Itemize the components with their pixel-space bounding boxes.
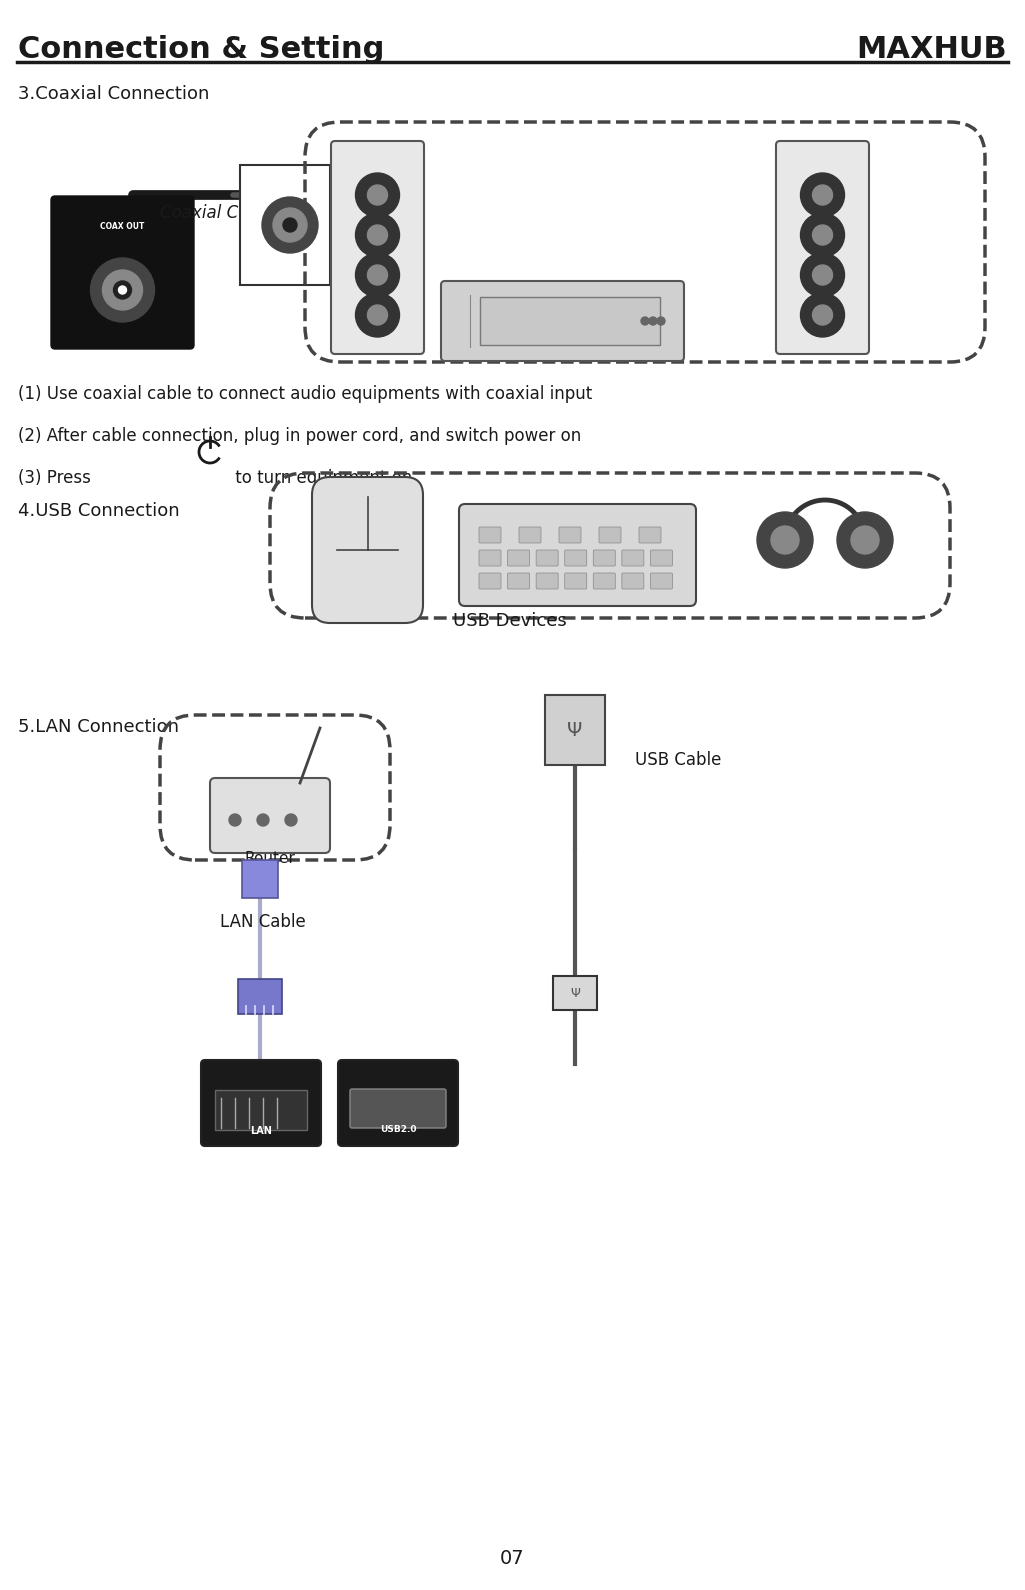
FancyBboxPatch shape [519, 526, 541, 544]
Circle shape [368, 226, 387, 245]
Circle shape [368, 305, 387, 324]
Circle shape [273, 208, 308, 242]
FancyBboxPatch shape [565, 572, 586, 588]
Text: (1) Use coaxial cable to connect audio equipments with coaxial input: (1) Use coaxial cable to connect audio e… [18, 385, 592, 402]
Circle shape [641, 316, 649, 324]
Circle shape [657, 316, 665, 324]
FancyBboxPatch shape [651, 550, 672, 566]
Text: COAX OUT: COAX OUT [100, 223, 145, 231]
Text: USB2.0: USB2.0 [379, 1126, 416, 1134]
FancyBboxPatch shape [622, 572, 644, 588]
FancyBboxPatch shape [536, 550, 559, 566]
Circle shape [757, 512, 813, 568]
Text: Ψ: Ψ [570, 986, 580, 1000]
Circle shape [283, 218, 297, 232]
Circle shape [813, 184, 832, 205]
Text: Connection & Setting: Connection & Setting [18, 35, 384, 64]
Text: (2) After cable connection, plug in power cord, and switch power on: (2) After cable connection, plug in powe… [18, 428, 581, 445]
Circle shape [114, 281, 131, 299]
FancyBboxPatch shape [242, 860, 278, 898]
Text: Ψ: Ψ [567, 720, 582, 739]
FancyBboxPatch shape [593, 550, 615, 566]
Circle shape [813, 305, 832, 324]
Circle shape [813, 266, 832, 285]
Circle shape [801, 253, 845, 297]
FancyBboxPatch shape [480, 297, 660, 345]
Circle shape [837, 512, 893, 568]
Circle shape [801, 213, 845, 258]
Circle shape [801, 293, 845, 337]
FancyBboxPatch shape [479, 550, 501, 566]
FancyBboxPatch shape [338, 1061, 458, 1146]
FancyBboxPatch shape [536, 572, 559, 588]
Text: USB Devices: USB Devices [453, 612, 567, 630]
Circle shape [356, 213, 400, 258]
Circle shape [813, 226, 832, 245]
Text: 4.USB Connection: 4.USB Connection [18, 502, 179, 520]
FancyBboxPatch shape [554, 976, 597, 1010]
Circle shape [801, 173, 845, 216]
Circle shape [649, 316, 657, 324]
Circle shape [229, 814, 241, 825]
FancyBboxPatch shape [312, 477, 423, 623]
FancyBboxPatch shape [238, 979, 282, 1014]
Circle shape [356, 173, 400, 216]
Text: COAXIAL: COAXIAL [281, 207, 289, 243]
FancyBboxPatch shape [210, 778, 330, 852]
Circle shape [356, 293, 400, 337]
Circle shape [257, 814, 269, 825]
FancyBboxPatch shape [651, 572, 672, 588]
FancyBboxPatch shape [559, 526, 581, 544]
Circle shape [851, 526, 879, 553]
FancyBboxPatch shape [240, 165, 330, 285]
Circle shape [368, 184, 387, 205]
Circle shape [356, 253, 400, 297]
Circle shape [285, 814, 297, 825]
Text: (3) Press: (3) Press [18, 469, 91, 487]
FancyBboxPatch shape [507, 572, 530, 588]
Text: LAN Cable: LAN Cable [220, 913, 305, 932]
FancyBboxPatch shape [331, 142, 424, 355]
FancyBboxPatch shape [565, 550, 586, 566]
Text: MAXHUB: MAXHUB [856, 35, 1007, 64]
Circle shape [102, 270, 142, 310]
FancyBboxPatch shape [51, 196, 194, 348]
FancyBboxPatch shape [459, 504, 696, 606]
FancyBboxPatch shape [479, 526, 501, 544]
Circle shape [90, 258, 155, 323]
Text: 5.LAN Connection: 5.LAN Connection [18, 719, 179, 736]
Text: 3.Coaxial Connection: 3.Coaxial Connection [18, 84, 209, 103]
FancyBboxPatch shape [593, 572, 615, 588]
FancyBboxPatch shape [599, 526, 621, 544]
Text: to turn equipment on: to turn equipment on [230, 469, 412, 487]
FancyBboxPatch shape [776, 142, 869, 355]
Circle shape [368, 266, 387, 285]
Text: LAN: LAN [250, 1126, 272, 1135]
Text: USB Cable: USB Cable [636, 750, 722, 770]
Circle shape [771, 526, 800, 553]
FancyBboxPatch shape [215, 1091, 308, 1130]
FancyBboxPatch shape [201, 1061, 321, 1146]
FancyBboxPatch shape [507, 550, 530, 566]
FancyBboxPatch shape [545, 695, 605, 765]
Circle shape [119, 286, 126, 294]
FancyBboxPatch shape [350, 1089, 446, 1127]
FancyBboxPatch shape [639, 526, 661, 544]
Circle shape [262, 197, 318, 253]
FancyBboxPatch shape [441, 281, 684, 361]
Text: Router: Router [245, 851, 295, 867]
FancyBboxPatch shape [622, 550, 644, 566]
FancyBboxPatch shape [479, 572, 501, 588]
Text: Coaxial Cable: Coaxial Cable [160, 204, 274, 223]
Text: 07: 07 [500, 1549, 525, 1568]
